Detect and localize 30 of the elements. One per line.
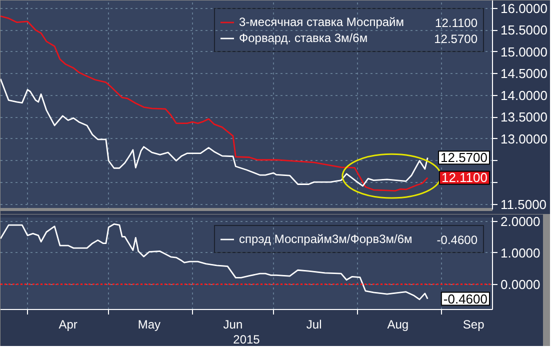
y-tick-label: 2.0000 [500,214,540,229]
legend-label: Форвард. ставка 3м/6м [239,31,368,45]
line-series [0,78,428,187]
y-tick-label: 16.0000 [500,0,548,16]
data-label: 12.1100 [441,170,488,186]
y-tick-label: 13.5000 [500,110,548,125]
x-tick-label: Aug [387,318,409,332]
y-tick-label: 15.5000 [500,22,548,38]
text: -0.4600 [436,233,478,247]
y-tick-label: 0.0000 [500,276,540,292]
x-tick-label: Apr [58,318,78,332]
data-label: 12.5700 [440,150,488,166]
line-series [0,15,428,192]
y-tick-label: 1.0000 [500,245,540,260]
x-tick-label: May [138,318,161,332]
y-tick-label: 14.5000 [500,66,548,82]
y-tick-label: 15.0000 [500,44,548,60]
y-tick-label: 13.0000 [500,131,548,146]
line-series [0,223,428,300]
y-tick-label: 14.0000 [500,88,548,103]
legend-label: спрэд Моспрайм3м/Форв3м/6м [239,232,412,246]
text: 12.1100 [435,16,478,30]
y-tick-label: 11.5000 [500,196,547,212]
x-tick-label: Sep [462,318,485,332]
x-tick-label: Jun [223,318,243,332]
x-axis-title: 2015 [233,332,260,346]
x-tick-label: Jul [306,318,322,332]
data-label: -0.4600 [443,291,488,306]
legend-label: 3-месячная ставка Моспрайм [239,15,404,29]
text: 12.5700 [434,32,478,46]
